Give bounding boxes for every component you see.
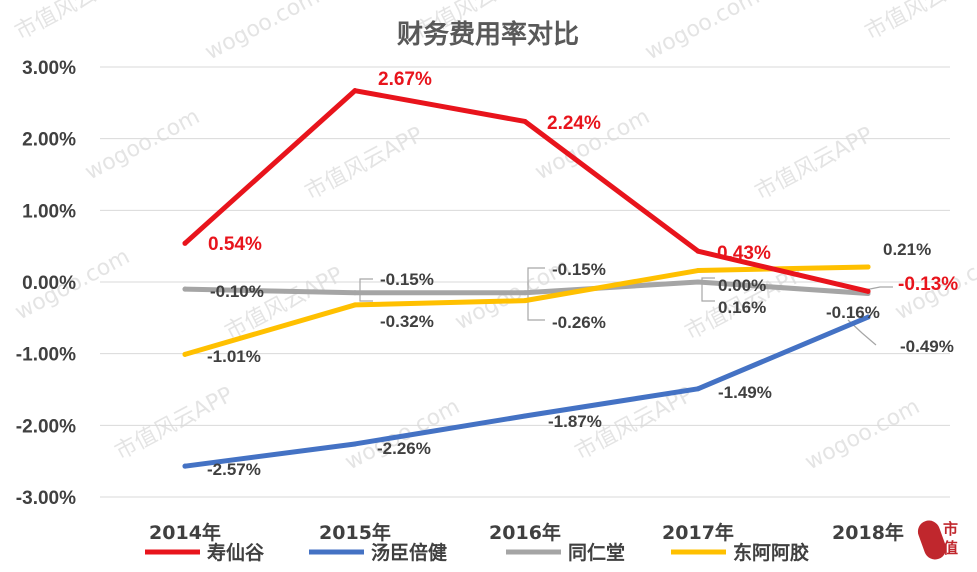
data-point xyxy=(182,240,188,246)
data-point xyxy=(522,118,528,124)
data-label: 0.43% xyxy=(717,243,771,264)
data-label: -0.13% xyxy=(898,274,958,295)
brand-logo-text: 市值 xyxy=(943,520,959,557)
watermark-text: wogoo.com xyxy=(201,0,324,65)
data-label: -2.26% xyxy=(377,439,431,458)
data-point xyxy=(352,290,358,296)
y-axis-ticks: 3.00% 2.00% 1.00% 0.00% -1.00% -2.00% -3.00% xyxy=(16,58,76,509)
data-point xyxy=(352,441,358,447)
watermark-text: 市值风云APP xyxy=(221,262,347,345)
data-label: -0.49% xyxy=(900,337,954,356)
data-point xyxy=(182,286,188,292)
data-label: -2.57% xyxy=(207,460,261,479)
y-tick-label: 1.00% xyxy=(22,201,76,222)
series-lines xyxy=(182,88,871,469)
data-point xyxy=(695,268,701,274)
gridlines xyxy=(100,66,950,498)
watermark-text: 市值风云APP xyxy=(751,122,877,205)
watermark-text: 市值风云APP xyxy=(111,382,237,465)
legend-label: 同仁堂 xyxy=(568,541,625,564)
data-point xyxy=(865,264,871,270)
data-label: -1.01% xyxy=(207,347,261,366)
y-tick-label: -1.00% xyxy=(16,345,76,366)
x-tick-label: 2014年 xyxy=(149,521,221,544)
legend-label: 东阿阿胶 xyxy=(733,541,809,564)
watermark-text: 市值风云APP xyxy=(861,0,977,45)
x-tick-label: 2015年 xyxy=(319,521,391,544)
x-axis-ticks: 2014年 2015年 2016年 2017年 2018年 xyxy=(149,521,904,544)
data-label: 2.67% xyxy=(378,69,432,90)
data-point xyxy=(182,463,188,469)
data-point xyxy=(522,290,528,296)
x-tick-label: 2017年 xyxy=(662,521,734,544)
y-tick-label: 2.00% xyxy=(22,130,76,151)
data-point xyxy=(695,248,701,254)
data-label: -1.49% xyxy=(718,383,772,402)
data-point xyxy=(352,302,358,308)
data-label: -0.32% xyxy=(380,312,434,331)
watermark-text: wogoo.com xyxy=(81,104,204,185)
brand-logo: 市值 xyxy=(914,517,965,563)
data-point xyxy=(695,279,701,285)
legend-label: 汤臣倍健 xyxy=(371,541,447,564)
leader-line xyxy=(359,278,373,302)
data-point xyxy=(522,298,528,304)
data-point xyxy=(352,88,358,94)
data-label: 0.16% xyxy=(718,298,766,317)
y-tick-label: -3.00% xyxy=(16,488,76,509)
data-label: 0.54% xyxy=(208,234,262,255)
data-label: -0.16% xyxy=(826,303,880,322)
data-label: -0.10% xyxy=(210,282,264,301)
legend-label: 寿仙谷 xyxy=(207,541,265,564)
watermark-text: wogoo.com xyxy=(801,394,924,475)
legend: 寿仙谷 汤臣倍健 同仁堂 东阿阿胶 xyxy=(145,541,809,564)
y-tick-label: -2.00% xyxy=(16,416,76,437)
data-label: -0.15% xyxy=(380,270,434,289)
data-labels: 0.54% 2.67% 2.24% 0.43% -0.13% -2.57% -2.26% -1… xyxy=(207,69,958,479)
data-label: 0.21% xyxy=(883,240,931,259)
data-label: 0.00% xyxy=(718,276,766,295)
leader-line xyxy=(701,277,715,302)
x-tick-label: 2018年 xyxy=(832,521,904,544)
data-point xyxy=(865,288,871,294)
data-label: -0.15% xyxy=(552,260,606,279)
watermark-text: 市值风云APP xyxy=(11,0,137,45)
data-point xyxy=(522,413,528,419)
y-tick-label: 0.00% xyxy=(22,273,76,294)
data-label: -1.87% xyxy=(548,412,602,431)
watermark-text: 市值风云APP xyxy=(301,122,427,205)
watermark-layer: 市值风云APP wogoo.com 市值风云APP wogoo.com 市值风云APPw… xyxy=(11,0,977,475)
watermark-text: wogoo.com xyxy=(641,0,764,65)
data-point xyxy=(865,314,871,320)
data-label: 2.24% xyxy=(547,113,601,134)
y-tick-label: 3.00% xyxy=(22,58,76,79)
data-point xyxy=(695,386,701,392)
data-label: -0.26% xyxy=(552,313,606,332)
x-tick-label: 2016年 xyxy=(489,521,561,544)
data-point xyxy=(182,351,188,357)
chart-title: 财务费用率对比 xyxy=(397,19,579,50)
